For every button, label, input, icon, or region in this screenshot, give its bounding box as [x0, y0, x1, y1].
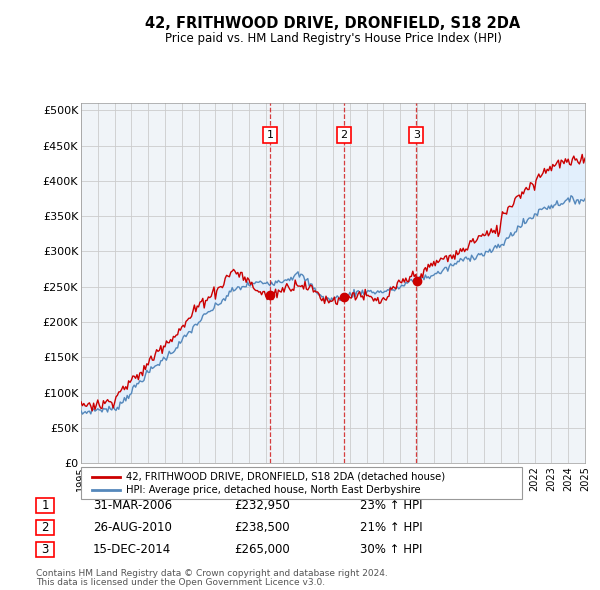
- Text: £238,500: £238,500: [234, 521, 290, 534]
- Text: This data is licensed under the Open Government Licence v3.0.: This data is licensed under the Open Gov…: [36, 578, 325, 588]
- Text: 2: 2: [41, 521, 49, 534]
- Text: 23% ↑ HPI: 23% ↑ HPI: [360, 499, 422, 512]
- Text: Price paid vs. HM Land Registry's House Price Index (HPI): Price paid vs. HM Land Registry's House …: [164, 32, 502, 45]
- Text: 3: 3: [41, 543, 49, 556]
- Text: HPI: Average price, detached house, North East Derbyshire: HPI: Average price, detached house, Nort…: [126, 486, 421, 495]
- Text: 1: 1: [266, 130, 274, 140]
- Text: 21% ↑ HPI: 21% ↑ HPI: [360, 521, 422, 534]
- Text: 26-AUG-2010: 26-AUG-2010: [93, 521, 172, 534]
- Text: £265,000: £265,000: [234, 543, 290, 556]
- Text: 42, FRITHWOOD DRIVE, DRONFIELD, S18 2DA (detached house): 42, FRITHWOOD DRIVE, DRONFIELD, S18 2DA …: [126, 472, 445, 481]
- Text: 1: 1: [41, 499, 49, 512]
- Text: 42, FRITHWOOD DRIVE, DRONFIELD, S18 2DA: 42, FRITHWOOD DRIVE, DRONFIELD, S18 2DA: [145, 16, 521, 31]
- Text: 2: 2: [340, 130, 347, 140]
- Text: £232,950: £232,950: [234, 499, 290, 512]
- Text: 31-MAR-2006: 31-MAR-2006: [93, 499, 172, 512]
- Text: Contains HM Land Registry data © Crown copyright and database right 2024.: Contains HM Land Registry data © Crown c…: [36, 569, 388, 578]
- Text: 30% ↑ HPI: 30% ↑ HPI: [360, 543, 422, 556]
- Text: 15-DEC-2014: 15-DEC-2014: [93, 543, 171, 556]
- Text: 3: 3: [413, 130, 420, 140]
